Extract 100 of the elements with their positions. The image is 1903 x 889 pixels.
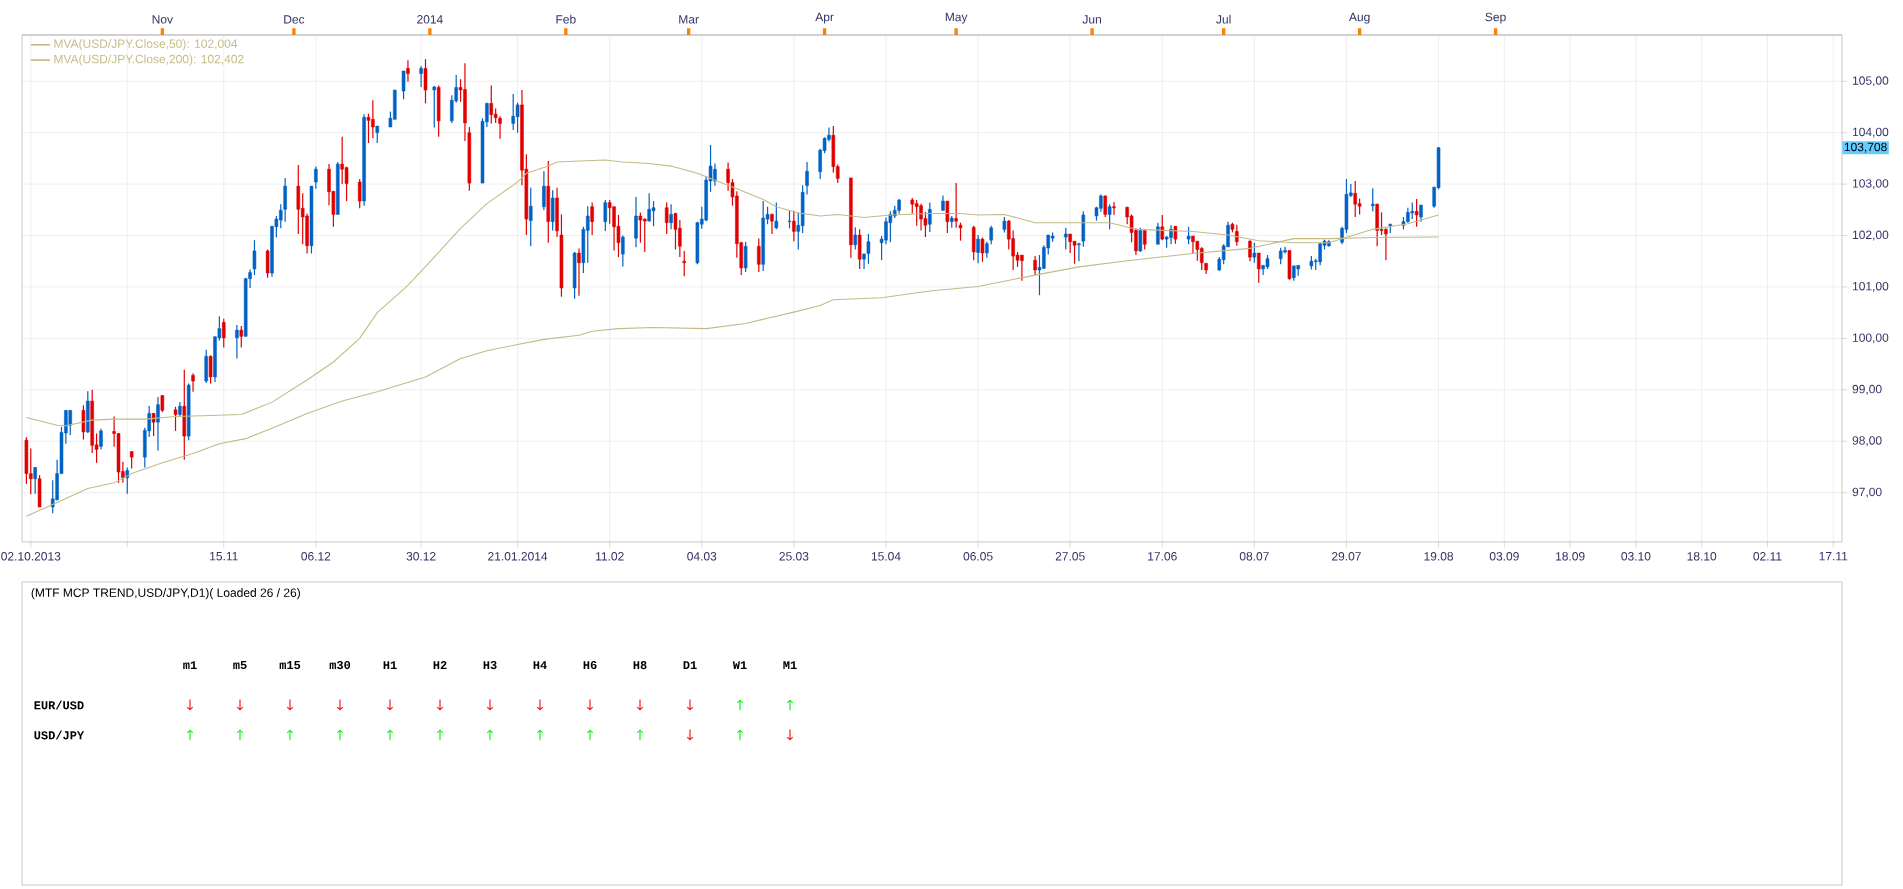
x2-tick-label: Nov — [152, 15, 173, 24]
candlestick — [406, 59, 410, 83]
text: ↓ — [586, 699, 594, 711]
x-tick-label: 06.05 — [963, 552, 993, 561]
text: ↓ — [336, 699, 344, 711]
candlestick — [1252, 242, 1257, 264]
candlestick — [550, 189, 555, 231]
text: ↓ — [486, 699, 494, 711]
candlestick — [283, 177, 287, 223]
x-tick-label: 17.11 — [1819, 552, 1848, 561]
y-tick-label: 101,00 — [1852, 281, 1889, 292]
candlestick — [1107, 203, 1112, 230]
candlestick — [664, 202, 669, 235]
x2-tick-label: Dec — [284, 15, 305, 24]
candlestick — [156, 396, 160, 452]
candlestick — [577, 247, 581, 297]
x2-tick-label: Feb — [556, 14, 576, 24]
text: ↓ — [386, 699, 394, 711]
x2-tick-label: May — [945, 12, 968, 24]
candlestick — [1112, 201, 1116, 216]
x-tick-label: 17.06 — [1148, 552, 1177, 561]
candlestick — [585, 205, 590, 264]
candlestick — [1371, 187, 1375, 212]
candlestick — [265, 248, 270, 279]
candlestick — [33, 466, 37, 495]
candlestick — [191, 372, 195, 393]
text: ↑ — [286, 729, 294, 741]
x-tick-label: 02.10.2013 — [1, 552, 61, 561]
candlestick — [1033, 255, 1037, 276]
x2-tick-label: Mar — [679, 15, 699, 24]
candlestick — [542, 170, 546, 211]
text: ↑ — [486, 729, 494, 741]
x-tick-label: 03.10 — [1621, 552, 1651, 561]
candlestick — [980, 236, 985, 263]
candlestick — [1138, 227, 1143, 253]
candlestick — [1191, 235, 1195, 255]
text: ↓ — [286, 699, 294, 711]
candlestick — [1414, 198, 1419, 228]
y-tick-label: 100,00 — [1852, 333, 1889, 344]
candlestick — [945, 200, 950, 234]
x2-tick-label: Jun — [1082, 15, 1101, 24]
candlestick — [1169, 224, 1173, 245]
category-label: D1 — [683, 661, 697, 670]
candlestick — [1103, 194, 1108, 218]
candlestick — [528, 187, 533, 247]
y-tick-label: 104,00 — [1852, 127, 1889, 138]
category-label: m5 — [233, 661, 247, 670]
candlestick — [489, 84, 494, 125]
candlestick — [423, 58, 428, 104]
x2-tick-label: Aug — [1348, 12, 1370, 24]
candlestick — [634, 196, 638, 248]
candlestick — [638, 211, 643, 244]
category-label: M1 — [783, 661, 797, 670]
x-tick-label: 08.07 — [1239, 552, 1269, 561]
text: ↑ — [636, 729, 644, 741]
text: ↑ — [236, 729, 244, 741]
candlestick — [401, 70, 406, 100]
text: ↓ — [436, 699, 444, 711]
x-tick-label: 11.02 — [596, 552, 624, 561]
text: ↑ — [436, 729, 444, 741]
legend-label: MVA(USD/JPY.Close,200): 102,402 — [54, 54, 244, 66]
x-tick-label: 25.03 — [779, 552, 809, 561]
text: ↑ — [536, 729, 544, 741]
y-tick-label: 105,00 — [1852, 76, 1889, 87]
candlestick — [1142, 229, 1147, 251]
candlestick — [419, 65, 423, 88]
category-label: m1 — [183, 661, 197, 670]
category-label: USD/JPY — [34, 730, 85, 740]
x-tick-label: 06.12 — [301, 552, 331, 561]
x-tick-label: 03.09 — [1489, 552, 1519, 561]
x2-tick-label: Jul — [1216, 14, 1231, 24]
candlestick — [914, 199, 919, 227]
category-label: H4 — [533, 661, 547, 670]
x-tick-label: 02.11 — [1753, 552, 1782, 561]
text: ↓ — [236, 699, 244, 711]
candlestick — [1160, 214, 1165, 241]
x-tick-label: 21.01.2014 — [488, 552, 548, 561]
category-label: H6 — [583, 661, 597, 670]
candlestick — [669, 203, 673, 230]
candlestick — [603, 199, 608, 232]
candlestick — [590, 202, 594, 236]
candlestick — [81, 404, 86, 441]
x-tick-label: 04.03 — [687, 552, 717, 561]
category-label: H2 — [433, 661, 447, 670]
x-tick-label: 19.08 — [1424, 552, 1454, 561]
x-tick-label: 27.05 — [1055, 552, 1085, 561]
candlestick — [770, 212, 774, 235]
text: 103,708 — [1844, 142, 1887, 153]
text: ↑ — [736, 729, 744, 741]
text: ↑ — [186, 729, 194, 741]
y-tick-label: 97,00 — [1852, 487, 1882, 498]
text: ↑ — [586, 729, 594, 741]
candlestick — [125, 466, 130, 495]
candlestick — [1064, 227, 1068, 251]
text: ↓ — [536, 699, 544, 711]
candlestick — [976, 234, 980, 264]
candlestick — [239, 325, 244, 349]
candlestick — [173, 406, 178, 432]
x-tick-label: 18.09 — [1556, 552, 1585, 561]
text: (MTF MCP TREND,USD/JPY,D1)( Loaded 26 / 26) — [31, 588, 300, 600]
